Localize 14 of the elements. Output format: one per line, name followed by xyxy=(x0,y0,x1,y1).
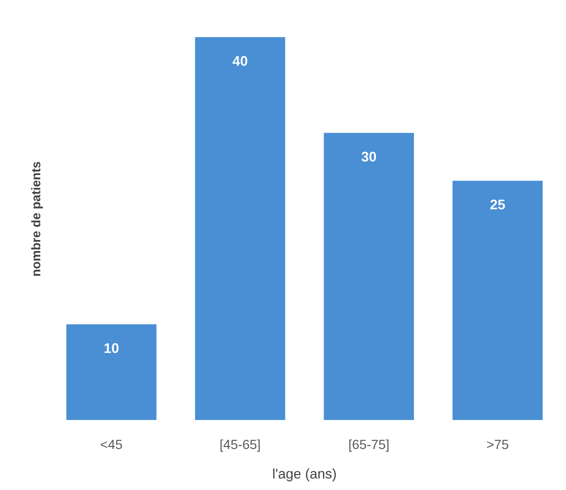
bar xyxy=(324,132,414,420)
x-tick-label: [45-65] xyxy=(220,439,260,452)
x-axis-title: l'age (ans) xyxy=(273,468,336,482)
x-tick-label: [65-75] xyxy=(349,439,388,452)
bar xyxy=(195,37,286,420)
data-label: 10 xyxy=(104,343,119,354)
x-tick-label: <45 xyxy=(100,440,122,450)
bar xyxy=(452,180,543,420)
bar xyxy=(66,324,156,420)
data-label: 40 xyxy=(232,56,248,66)
y-axis-title: nombre de patients xyxy=(31,162,43,276)
x-tick-label: >75 xyxy=(487,440,508,450)
data-label: 25 xyxy=(490,200,505,210)
data-label: 30 xyxy=(361,152,376,162)
